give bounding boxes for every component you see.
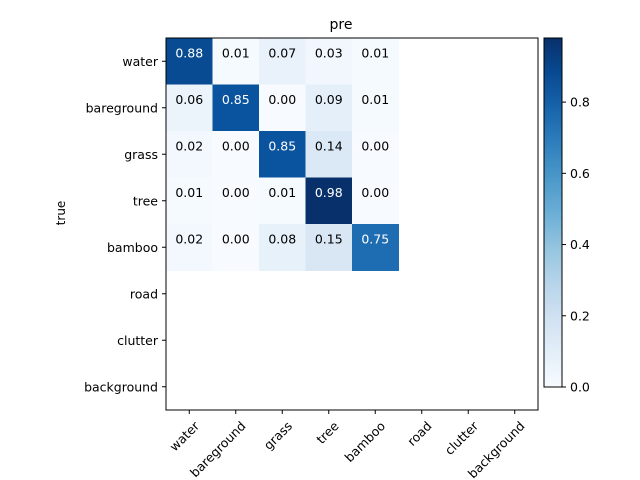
x-tick-label: water	[166, 418, 202, 454]
cell-value-label: 0.00	[361, 185, 389, 200]
heatmap-cell	[212, 84, 260, 132]
y-tick-label: clutter	[117, 333, 159, 348]
colorbar-ticks: 0.0 0.2 0.4 0.6 0.8	[562, 95, 590, 395]
cell-value-label: 0.01	[222, 45, 250, 60]
heatmap-cell	[212, 131, 260, 178]
heatmap-cell	[352, 38, 399, 85]
plot-frame	[165, 37, 539, 411]
heatmap-cell	[305, 224, 353, 271]
cell-value-label: 0.01	[361, 92, 389, 107]
heatmap-cell	[352, 131, 399, 178]
cell-value-label: 0.06	[175, 92, 203, 107]
heatmap-cell	[305, 38, 353, 85]
x-tick-label: tree	[313, 418, 342, 447]
heatmap-cell	[352, 84, 399, 132]
colorbar-tick-label: 0.2	[570, 308, 590, 323]
cell-value-label: 0.75	[361, 231, 389, 246]
cell-value-label: 0.01	[361, 45, 389, 60]
heatmap-cell	[166, 38, 213, 85]
cell-value-label: 0.09	[315, 92, 343, 107]
cell-value-label: 0.00	[268, 92, 296, 107]
y-tick-label: water	[122, 54, 158, 69]
chart-title: pre	[330, 17, 353, 33]
cell-value-label: 0.00	[361, 138, 389, 153]
cell-value-label: 0.03	[315, 45, 343, 60]
cell-value-label: 0.00	[222, 185, 250, 200]
y-axis-label: true	[54, 201, 68, 226]
cell-value-label: 0.15	[315, 231, 343, 246]
heatmap-cell	[212, 177, 260, 225]
heatmap-cell	[352, 177, 399, 225]
heatmap-cell	[212, 38, 260, 85]
y-tick-label: bareground	[86, 100, 158, 115]
cell-value-label: 0.01	[268, 185, 296, 200]
y-tick-label: grass	[124, 147, 158, 162]
cell-value-label: 0.85	[222, 92, 250, 107]
heatmap-cell	[212, 224, 260, 271]
y-tick-label: tree	[133, 193, 158, 208]
cell-value-label: 0.00	[222, 231, 250, 246]
x-tick-label: road	[404, 418, 434, 448]
heatmap-cell	[259, 84, 306, 132]
cell-value-label: 0.85	[268, 138, 296, 153]
heatmap-cell	[305, 177, 353, 225]
colorbar-tick-label: 0.6	[570, 166, 590, 181]
heatmap-cell	[166, 177, 213, 225]
cell-value-label: 0.02	[175, 138, 203, 153]
cell-value-label: 0.08	[268, 231, 296, 246]
cell-value-labels: 0.88 0.01 0.07 0.03 0.01 0.06 0.85 0.00 0.09 0.01…	[175, 45, 389, 246]
colorbar-tick-label: 0.0	[570, 380, 590, 395]
x-tick-label: clutter	[442, 418, 482, 458]
y-tick-label: bamboo	[107, 240, 158, 255]
heatmap-cell	[166, 224, 213, 271]
cell-value-label: 0.14	[315, 138, 343, 153]
cell-value-label: 0.88	[175, 45, 203, 60]
x-tick-label: bamboo	[341, 418, 388, 465]
heatmap-cell	[259, 38, 306, 85]
cell-value-label: 0.98	[315, 185, 343, 200]
colorbar	[543, 37, 563, 388]
heatmap-cell	[259, 131, 306, 178]
cell-value-label: 0.00	[222, 138, 250, 153]
heatmap-cell	[259, 177, 306, 225]
y-tick-label: road	[130, 286, 158, 301]
cell-value-label: 0.02	[175, 231, 203, 246]
heatmap-cells	[166, 38, 399, 271]
x-tick-label: grass	[261, 418, 295, 452]
cell-value-label: 0.01	[175, 185, 203, 200]
heatmap-cell	[305, 84, 353, 132]
colorbar-tick-label: 0.8	[570, 95, 590, 110]
heatmap-cell	[352, 224, 399, 271]
y-axis-ticks: water bareground grass tree bamboo road clutte…	[84, 54, 166, 394]
heatmap-cell	[166, 84, 213, 132]
heatmap-cell	[305, 131, 353, 178]
cell-value-label: 0.07	[268, 45, 296, 60]
colorbar-tick-label: 0.4	[570, 237, 590, 252]
y-tick-label: background	[84, 379, 158, 394]
heatmap-cell	[166, 131, 213, 178]
heatmap-cell	[259, 224, 306, 271]
